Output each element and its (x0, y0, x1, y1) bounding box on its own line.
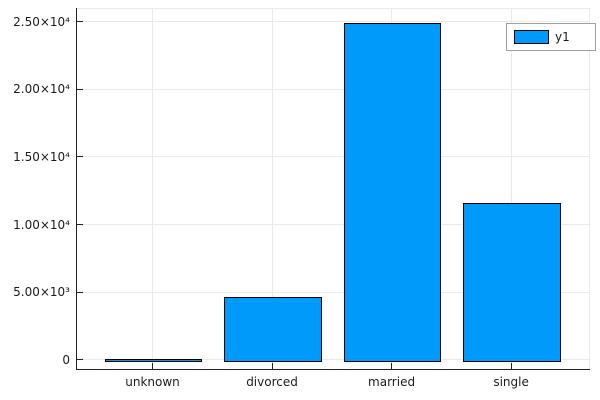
y-tick-label: 2.00×10⁴ (13, 82, 70, 97)
plot-area (76, 8, 590, 370)
x-axis-tick (152, 363, 153, 369)
x-axis-tick (391, 363, 393, 369)
x-tick-label: single (493, 375, 529, 389)
x-tick-label: divorced (246, 375, 298, 389)
gridline-vertical (152, 8, 153, 370)
gridline-horizontal (76, 224, 590, 226)
gridline-horizontal (76, 21, 590, 23)
bar-unknown (104, 358, 203, 362)
gridline-horizontal (76, 88, 590, 90)
y-axis-tick (77, 156, 83, 158)
bar-married (343, 22, 442, 362)
gridline-vertical (271, 8, 273, 370)
y-axis-tick (77, 21, 83, 23)
x-tick-label: unknown (125, 375, 180, 389)
y-axis-tick (77, 291, 83, 293)
bar-divorced (224, 297, 322, 362)
y-tick-label: 1.50×10⁴ (13, 149, 70, 164)
y-tick-label: 0 (62, 352, 70, 367)
bar-single (463, 203, 561, 362)
x-axis-line (76, 369, 590, 370)
legend-label-y1: y1 (555, 30, 570, 44)
y-tick-label: 1.00×10⁴ (13, 217, 70, 232)
y-axis-tick (77, 88, 83, 90)
legend-swatch-y1 (514, 30, 549, 44)
x-axis-tick (271, 363, 273, 369)
y-axis-line (76, 8, 77, 370)
plot-frame-right (589, 8, 590, 370)
x-tick-label: married (368, 375, 416, 389)
y-tick-label: 2.50×10⁴ (13, 14, 70, 29)
gridline-horizontal (76, 291, 590, 293)
gridline-horizontal (76, 359, 590, 361)
x-axis-tick (510, 363, 512, 369)
legend: y1 (506, 23, 596, 51)
y-axis-tick (77, 224, 83, 226)
gridline-vertical (510, 8, 512, 370)
gridline-horizontal (76, 156, 590, 158)
y-tick-label: 5.00×10³ (13, 285, 70, 300)
plot-frame-top (76, 8, 590, 9)
y-axis-tick (77, 359, 83, 361)
